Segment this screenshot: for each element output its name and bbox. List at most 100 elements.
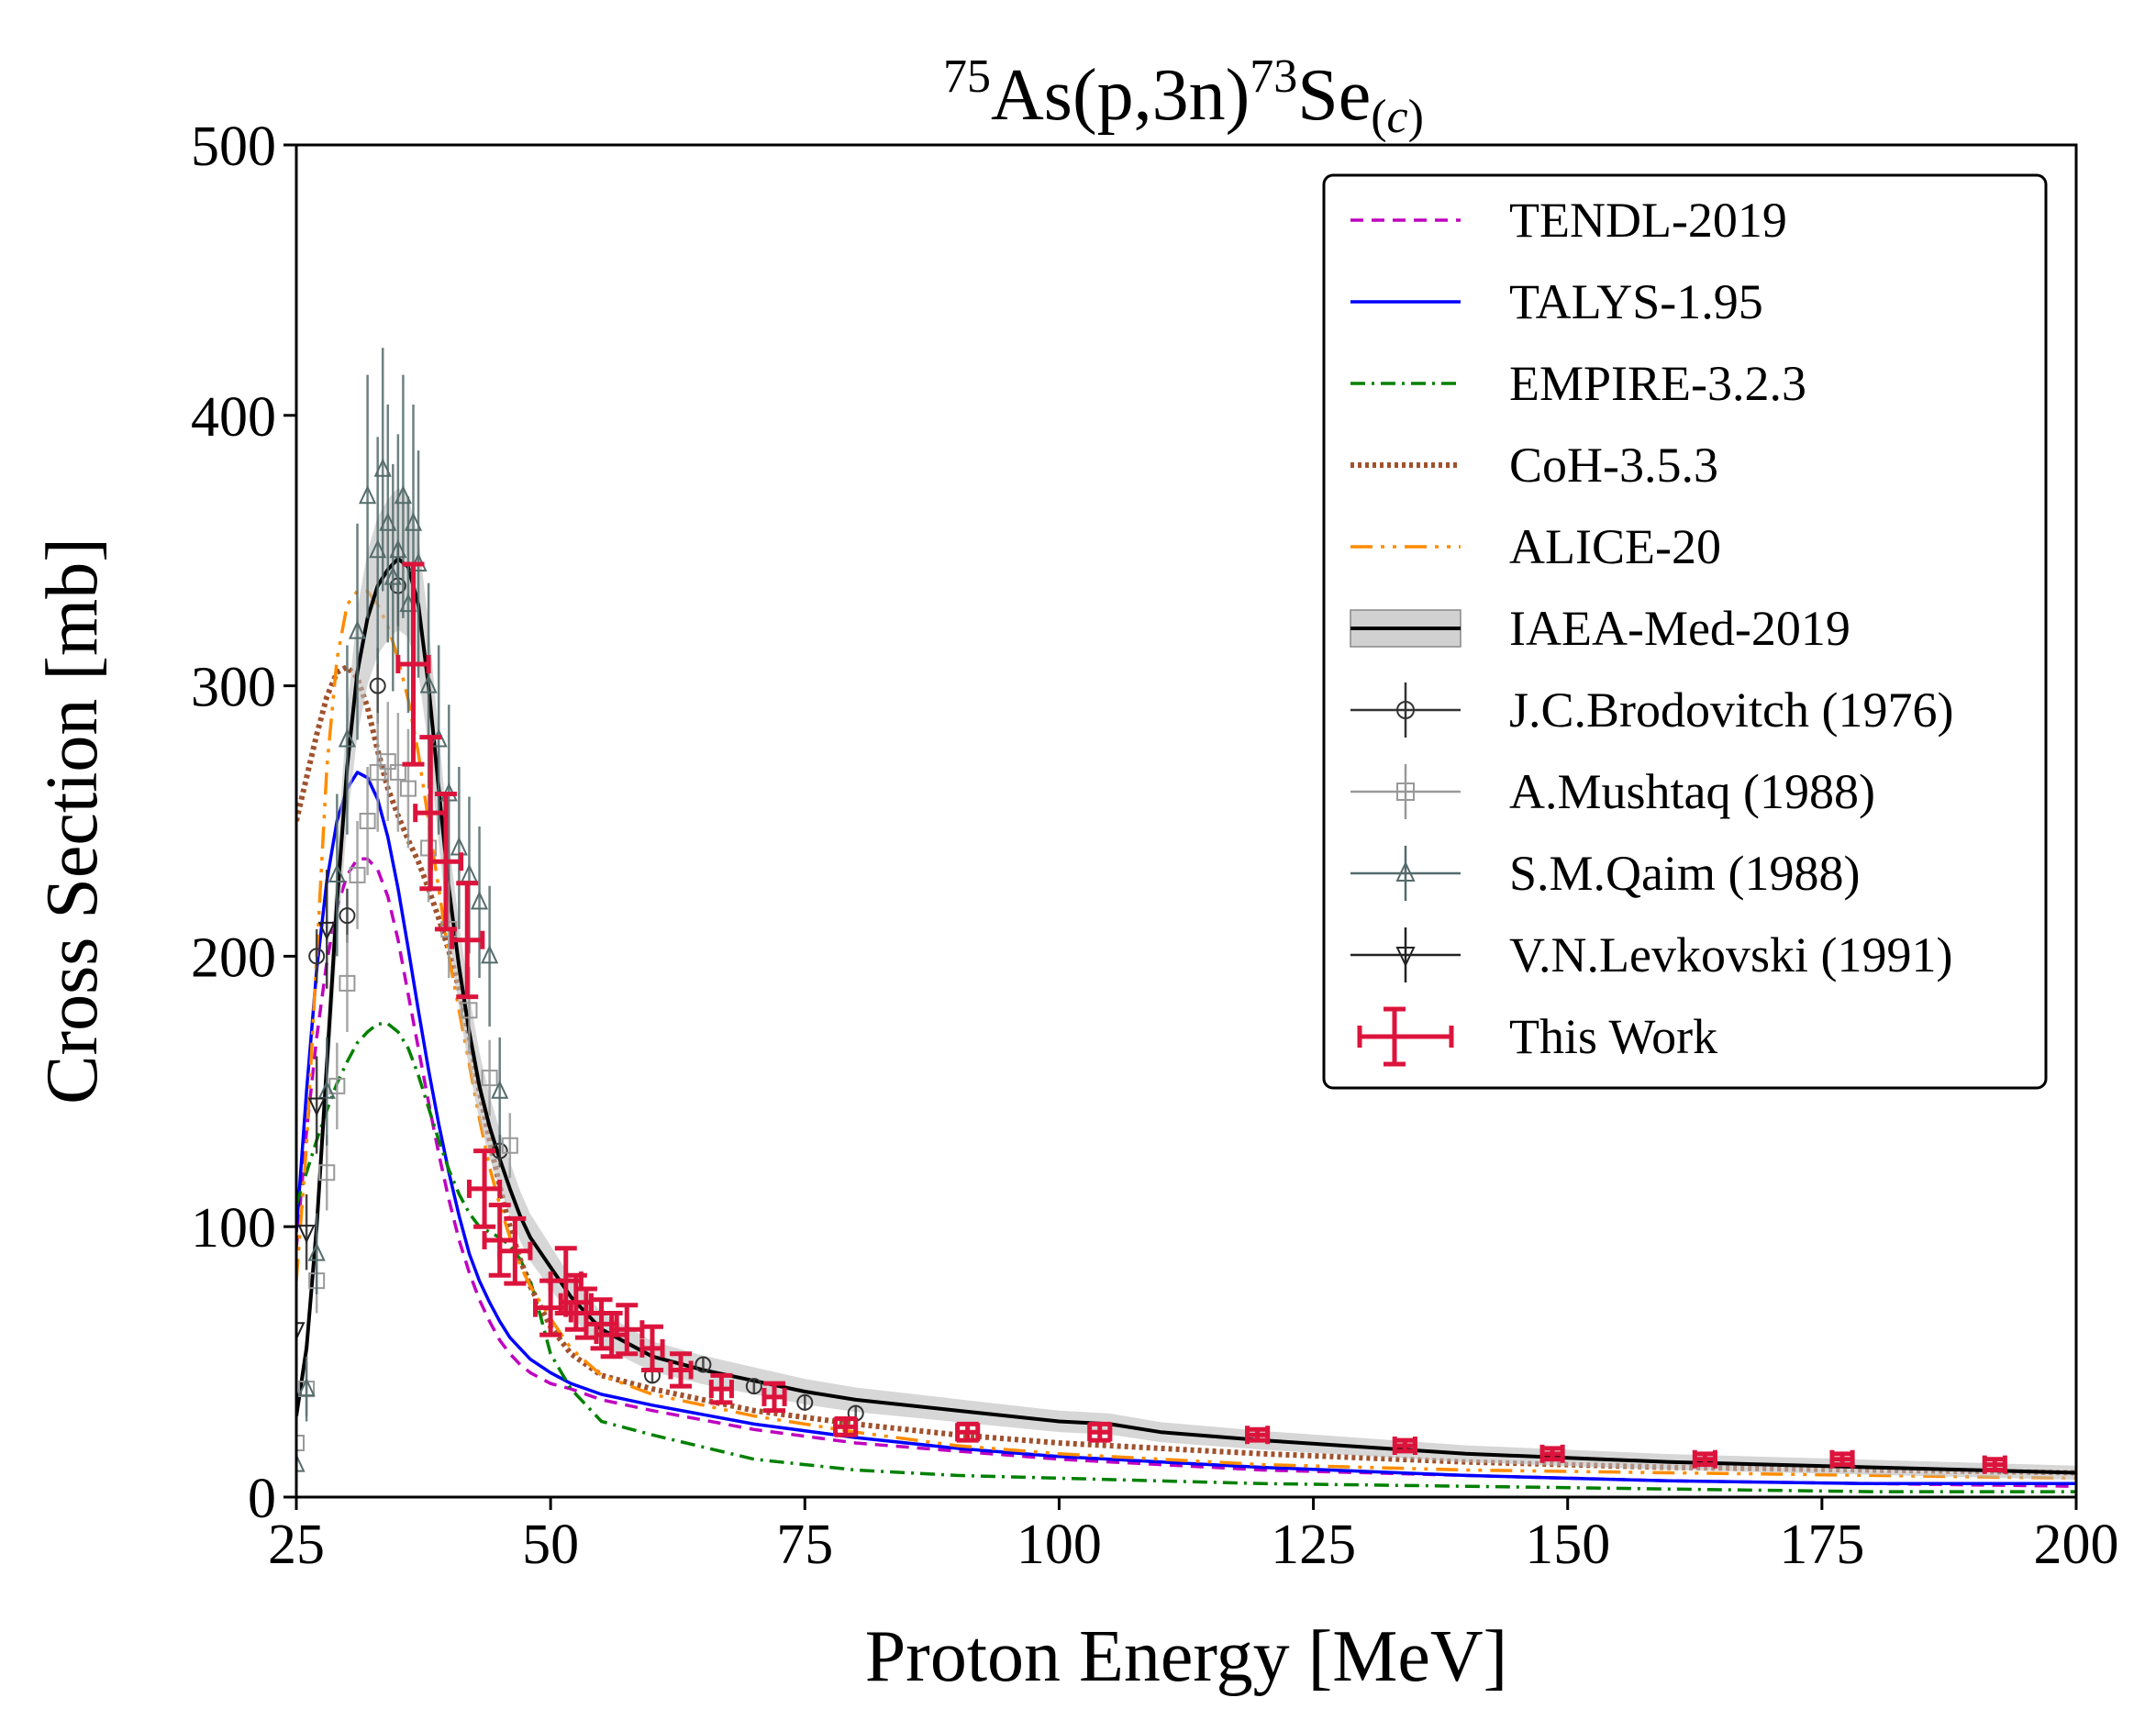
legend-label: A.Mushtaq (1988) <box>1509 764 1875 819</box>
data-point <box>297 1225 316 1244</box>
chart-title: 75As(p,3n)73Se(c) <box>943 50 1424 143</box>
data-point <box>389 763 406 781</box>
data-point <box>359 813 376 829</box>
data-point <box>501 1137 518 1154</box>
data-point <box>369 763 386 781</box>
x-axis-label: Proton Energy [MeV] <box>865 1616 1508 1697</box>
legend-marker <box>1396 701 1415 719</box>
legend-label: J.C.Brodovitch (1976) <box>1509 682 1953 738</box>
data-point <box>297 1377 316 1397</box>
data-point <box>307 1097 326 1116</box>
data-point <box>317 1080 336 1099</box>
data-point <box>296 1322 306 1341</box>
legend-entry: TALYS-1.95 <box>1350 274 1763 329</box>
legend-entry: V.N.Levkovski (1991) <box>1350 927 1952 982</box>
legend-label: EMPIRE-3.2.3 <box>1509 356 1806 411</box>
x-tick-label: 175 <box>1779 1514 1864 1576</box>
y-axis-label: Cross Section [mb] <box>32 538 113 1104</box>
x-tick-label: 50 <box>522 1514 579 1576</box>
data-point <box>296 1435 305 1452</box>
data-point <box>399 780 417 797</box>
data-series <box>296 870 336 1357</box>
x-tick-label: 125 <box>1271 1514 1356 1576</box>
data-point <box>470 891 489 910</box>
data-series <box>296 348 509 1493</box>
y-tick-label: 500 <box>191 116 276 178</box>
legend-marker <box>1395 860 1416 882</box>
x-tick-label: 200 <box>2034 1514 2119 1576</box>
legend-label: S.M.Qaim (1988) <box>1509 846 1860 901</box>
data-point <box>1395 860 1416 882</box>
legend-label: CoH-3.5.3 <box>1509 438 1718 493</box>
data-point <box>394 484 412 505</box>
y-tick-label: 200 <box>191 927 276 989</box>
data-point <box>307 1242 326 1261</box>
legend-entry: This Work <box>1357 1006 1717 1067</box>
data-point <box>328 1077 346 1094</box>
data-point <box>796 1393 814 1411</box>
data-point <box>369 677 386 694</box>
y-tick-label: 300 <box>191 657 276 719</box>
data-point <box>419 674 438 694</box>
data-point <box>745 1378 762 1395</box>
plot-frame <box>295 143 2078 1499</box>
data-point <box>491 1080 509 1099</box>
data-point <box>348 620 367 639</box>
experimental-data <box>296 348 2007 1493</box>
legend-marker <box>1396 782 1415 801</box>
legend-entry: J.C.Brodovitch (1976) <box>1350 682 1953 738</box>
data-point <box>328 863 346 882</box>
curve-line <box>296 771 2076 1486</box>
legend-marker <box>1395 947 1416 968</box>
legend-entry: EMPIRE-3.2.3 <box>1350 356 1806 411</box>
legend-label: TALYS-1.95 <box>1509 274 1763 329</box>
x-tick-label: 100 <box>1017 1514 1102 1576</box>
legend-entry: IAEA-Med-2019 <box>1350 601 1850 656</box>
data-point <box>318 1164 336 1182</box>
data-point <box>1396 701 1415 719</box>
data-point <box>461 1002 478 1019</box>
y-tick-label: 400 <box>191 386 276 449</box>
x-tick-label: 25 <box>268 1514 325 1576</box>
data-point <box>308 948 326 965</box>
data-point <box>383 566 402 585</box>
data-point <box>404 512 423 531</box>
data-point <box>359 484 377 505</box>
data-point <box>338 728 357 748</box>
data-point <box>339 907 356 925</box>
data-series <box>395 561 2007 1474</box>
data-point <box>339 974 356 992</box>
legend-label: TENDL-2019 <box>1509 193 1787 248</box>
legend-entry: ALICE-20 <box>1350 519 1721 574</box>
data-point <box>369 538 387 559</box>
axis-ticks: 25 50 75 100 125 150 175 200 0 100 200 300 400 500 <box>191 116 2119 1576</box>
legend-label: V.N.Levkovski (1991) <box>1509 927 1952 982</box>
legend-entry: A.Mushtaq (1988) <box>1350 764 1875 819</box>
legend-entry: S.M.Qaim (1988) <box>1350 846 1860 901</box>
data-point <box>379 512 397 531</box>
curve-line <box>296 1022 2076 1493</box>
data-point <box>695 1356 712 1373</box>
legend: TENDL-2019 TALYS-1.95 EMPIRE-3.2.3 CoH-3.5.… <box>1322 173 2048 1090</box>
data-point <box>296 1453 306 1472</box>
y-tick-label: 0 <box>248 1468 276 1530</box>
data-point <box>481 945 499 964</box>
legend-entry: TENDL-2019 <box>1350 193 1787 248</box>
x-tick-label: 150 <box>1525 1514 1610 1576</box>
legend-label: IAEA-Med-2019 <box>1509 601 1850 656</box>
data-point <box>389 538 407 559</box>
legend-label: This Work <box>1509 1009 1717 1064</box>
legend-label: ALICE-20 <box>1509 519 1721 574</box>
data-point <box>349 866 366 883</box>
y-tick-label: 100 <box>191 1197 276 1259</box>
legend-box <box>1322 173 2048 1090</box>
data-point <box>373 458 392 477</box>
data-point <box>317 921 336 941</box>
data-point <box>481 1070 498 1087</box>
data-point <box>1396 782 1415 801</box>
x-tick-label: 75 <box>776 1514 833 1576</box>
legend-entry: CoH-3.5.3 <box>1350 438 1718 493</box>
data-point <box>379 753 396 771</box>
data-point <box>1395 947 1416 968</box>
